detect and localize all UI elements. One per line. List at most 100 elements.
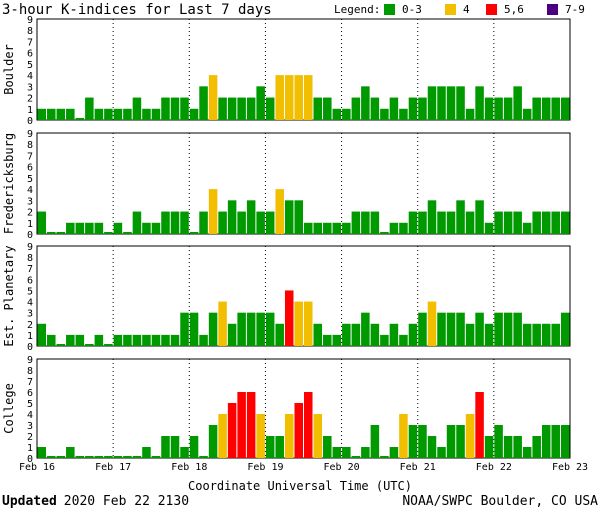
bar [551, 425, 560, 458]
bar [75, 334, 85, 346]
bar [294, 200, 303, 234]
bar [284, 200, 294, 234]
bar [132, 456, 142, 458]
bar [427, 86, 437, 120]
bar [494, 312, 503, 346]
bar [456, 312, 465, 346]
bar [132, 334, 142, 346]
panel-frame [36, 18, 571, 121]
bar [313, 414, 323, 458]
bar [351, 456, 361, 458]
bar [351, 323, 361, 346]
x-tick-label: Feb 20 [324, 462, 360, 473]
bar [151, 222, 161, 234]
bar [332, 334, 342, 346]
bar [85, 222, 94, 234]
bar [104, 232, 113, 234]
x-tick-label: Feb 23 [552, 462, 588, 473]
bar [304, 222, 313, 234]
x-axis-label: Coordinate Universal Time (UTC) [188, 479, 412, 493]
bar [284, 290, 294, 346]
y-tick-label: 1 [27, 105, 33, 116]
bar [313, 323, 323, 346]
bar [227, 97, 237, 120]
bar [294, 301, 303, 346]
bar [323, 97, 332, 120]
bar [170, 436, 180, 458]
bar [66, 108, 75, 120]
panel-label: Boulder [2, 44, 16, 95]
bar [560, 312, 570, 346]
bar [94, 334, 104, 346]
bar [284, 414, 294, 458]
bar [408, 211, 418, 234]
bar [275, 436, 284, 458]
bar [389, 323, 399, 346]
bar [113, 456, 123, 458]
bar [370, 211, 380, 234]
bar [246, 200, 256, 234]
bar [170, 97, 180, 120]
bar [427, 301, 437, 346]
bar [142, 447, 151, 458]
bar [161, 97, 170, 120]
bar [227, 403, 237, 458]
bar [342, 323, 351, 346]
x-tick-label: Feb 22 [476, 462, 512, 473]
bar [180, 312, 189, 346]
bar [323, 334, 332, 346]
bar [532, 436, 541, 458]
y-tick-label: 7 [27, 377, 33, 388]
y-tick-label: 9 [27, 355, 33, 366]
bar [94, 108, 104, 120]
bar [237, 97, 246, 120]
bar [256, 414, 265, 458]
bar [532, 211, 541, 234]
bar [237, 211, 246, 234]
bar [265, 436, 275, 458]
bar [351, 97, 361, 120]
bar [132, 97, 142, 120]
bar [256, 211, 265, 234]
y-tick-label: 2 [27, 94, 33, 105]
bar [332, 222, 342, 234]
bar [218, 97, 227, 120]
bar [399, 414, 408, 458]
bar [75, 222, 85, 234]
bar [246, 97, 256, 120]
panel-frame [36, 245, 571, 347]
bar [275, 189, 284, 234]
updated-label: Updated [2, 494, 57, 509]
bar [503, 312, 513, 346]
bar [304, 301, 313, 346]
bar [370, 425, 380, 458]
y-tick-label: 4 [27, 410, 33, 421]
bar [494, 97, 503, 120]
bar [418, 97, 427, 120]
bar [513, 86, 522, 120]
bar [142, 334, 151, 346]
bar [399, 334, 408, 346]
panel-frame [36, 132, 571, 235]
bar [189, 108, 199, 120]
bar [522, 108, 532, 120]
bar [427, 200, 437, 234]
y-tick-label: 6 [27, 275, 33, 286]
y-tick-label: 4 [27, 185, 33, 196]
legend-item-5-6: 5,6 [504, 3, 524, 16]
bar [351, 211, 361, 234]
legend-swatch-red [486, 4, 497, 15]
bar [465, 414, 475, 458]
bar [246, 392, 256, 458]
bar [475, 200, 484, 234]
bar [342, 222, 351, 234]
bar [189, 232, 199, 234]
bar [532, 97, 541, 120]
bar [418, 425, 427, 458]
bar [189, 436, 199, 458]
bar [37, 211, 47, 234]
bar [227, 200, 237, 234]
bar [180, 97, 189, 120]
bar [66, 222, 75, 234]
